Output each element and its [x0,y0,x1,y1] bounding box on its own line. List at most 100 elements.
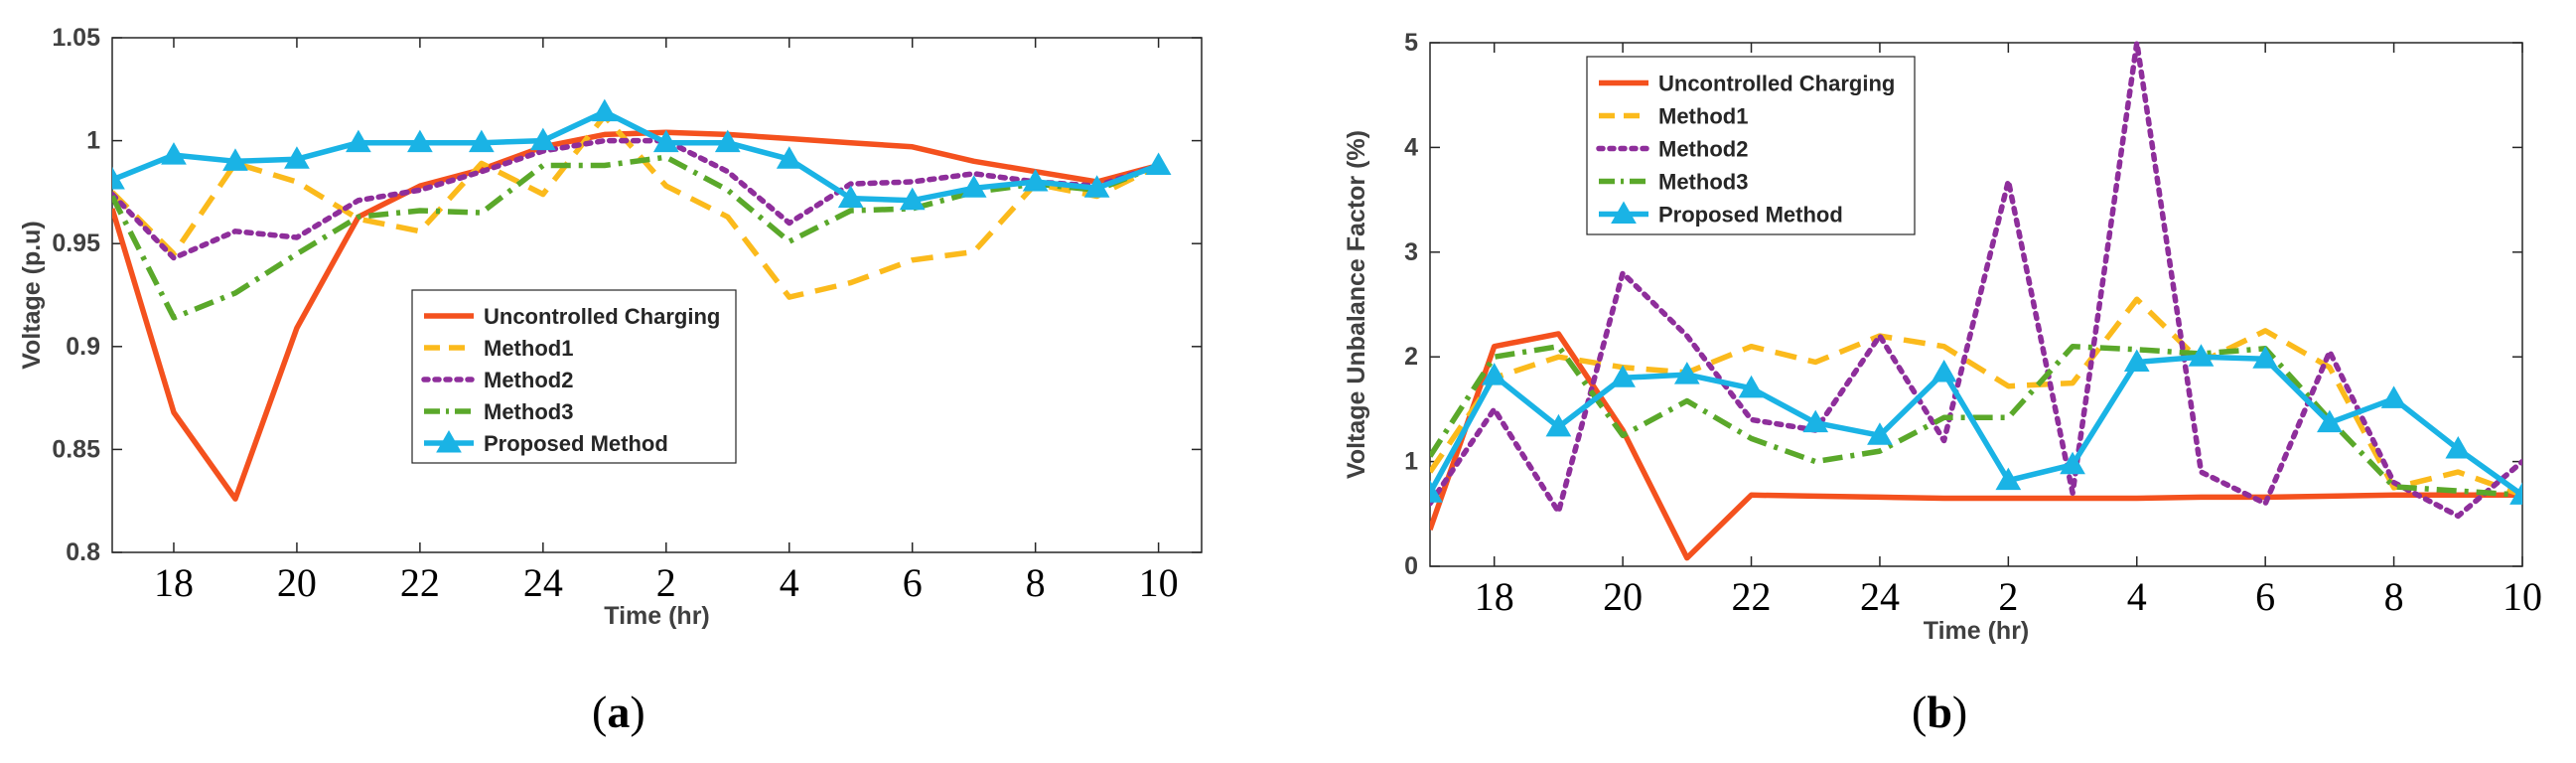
series-line-method3 [1430,343,2522,499]
x-axis-label-a: Time (hr) [604,602,710,630]
y-tick-label-b: 3 [1404,238,1418,266]
legend-label-method3: Method3 [484,399,573,424]
y-tick-label-a: 0.8 [66,538,100,566]
panel-b-caption: (b) [1912,687,1968,737]
data-point-proposed [1145,152,1172,175]
data-point-proposed [776,146,802,169]
series-a-method3 [112,154,1160,321]
data-point-proposed [714,129,741,153]
y-tick-label-b: 1 [1404,448,1418,476]
x-tick-label-b: 18 [1475,574,1514,619]
legend-b: Uncontrolled Charging Method1 Method2 Metho… [1586,56,1916,235]
series-b-method2 [1430,40,2522,520]
data-point-proposed [1022,169,1049,192]
y-axis-label-a: Voltage (p.u) [18,221,46,370]
data-point-proposed [1931,360,1957,382]
y-axis-label-b: Voltage Unbalance Factor (%) [1343,130,1370,479]
legend-box-a [411,289,737,464]
data-point-proposed [2445,435,2472,459]
y-tick-label-a: 0.85 [52,435,100,463]
x-tick-label-a: 22 [400,560,440,605]
x-tick-label-a: 8 [1026,560,1046,605]
legend-label-uncontrolled: Uncontrolled Charging [1658,72,1895,96]
data-point-proposed [2509,482,2522,505]
legend-marker-proposed [436,429,462,453]
x-tick-label-b: 20 [1603,574,1643,619]
data-point-proposed [161,142,187,165]
x-tick-label-a: 18 [154,560,194,605]
data-point-proposed [1673,362,1700,384]
data-point-proposed [652,129,679,153]
legend-label-proposed: Proposed Method [1658,203,1843,228]
data-point-proposed [1802,409,1829,433]
series-b-method3 [1430,343,2522,499]
x-tick-label-a: 2 [656,560,676,605]
data-point-proposed [1995,467,2022,491]
series-b-method1 [1430,296,2522,498]
data-point-proposed [960,175,987,198]
data-point-proposed [2252,346,2279,369]
legend-label-method1: Method1 [484,336,573,361]
data-point-proposed [346,129,371,153]
panel-b-letter: b [1927,687,1952,737]
data-point-proposed [591,98,618,122]
y-tick-label-a: 0.9 [66,333,100,361]
legend-label-method2: Method2 [484,368,573,392]
data-point-proposed [1083,175,1110,198]
legend-label-method1: Method1 [1658,104,1748,129]
x-tick-label-a: 20 [277,560,317,605]
data-point-proposed [1430,480,1443,503]
series-line-proposed [112,108,1160,204]
data-point-proposed [112,166,125,190]
y-tick-label-b: 0 [1404,552,1418,580]
x-tick-label-b: 10 [2503,574,2542,619]
series-line-method3 [112,154,1160,321]
legend-label-proposed: Proposed Method [484,431,668,456]
series-line-method2 [1430,40,2522,520]
x-tick-label-b: 6 [2255,574,2275,619]
series-line-method1 [1430,296,2522,498]
x-axis-label-b: Time (hr) [1924,617,2030,645]
series-a-method2 [112,137,1162,261]
legend-label-method3: Method3 [1658,170,1748,195]
data-point-proposed [284,146,310,169]
y-tick-label-a: 1 [86,127,100,155]
y-tick-label-a: 0.95 [52,229,100,257]
data-point-proposed [407,129,433,153]
y-tick-label-a: 1.05 [52,24,100,52]
legend-label-uncontrolled: Uncontrolled Charging [484,304,720,329]
x-tick-label-b: 2 [1998,574,2018,619]
series-a-method1 [112,112,1160,300]
data-point-proposed [1481,363,1507,385]
panel-a-letter: a [607,687,631,737]
series-b-proposed [1430,344,2522,505]
data-point-proposed [2380,385,2407,408]
legend-marker-proposed [1611,201,1637,224]
y-tick-label-b: 5 [1404,29,1418,57]
x-tick-label-b: 4 [2127,574,2147,619]
x-tick-label-a: 4 [780,560,799,605]
data-point-proposed [899,187,926,211]
series-line-method1 [112,112,1160,300]
series-line-uncontrolled [112,129,1160,502]
y-tick-label-b: 4 [1404,133,1418,161]
data-point-proposed [837,185,864,209]
x-tick-label-a: 24 [523,560,563,605]
series-line-uncontrolled [1430,331,2522,561]
data-point-proposed [529,127,556,151]
data-point-proposed [1867,422,1893,445]
y-tick-label-b: 2 [1404,343,1418,371]
x-tick-label-a: 10 [1139,560,1179,605]
data-point-proposed [2060,451,2085,475]
x-tick-label-a: 6 [903,560,923,605]
data-point-proposed [2188,344,2215,367]
series-b-uncontrolled [1430,331,2522,561]
data-point-proposed [1610,365,1636,387]
x-tick-label-b: 22 [1732,574,1772,619]
x-tick-label-b: 24 [1860,574,1900,619]
data-point-proposed [469,129,495,153]
data-point-proposed [1545,413,1572,437]
